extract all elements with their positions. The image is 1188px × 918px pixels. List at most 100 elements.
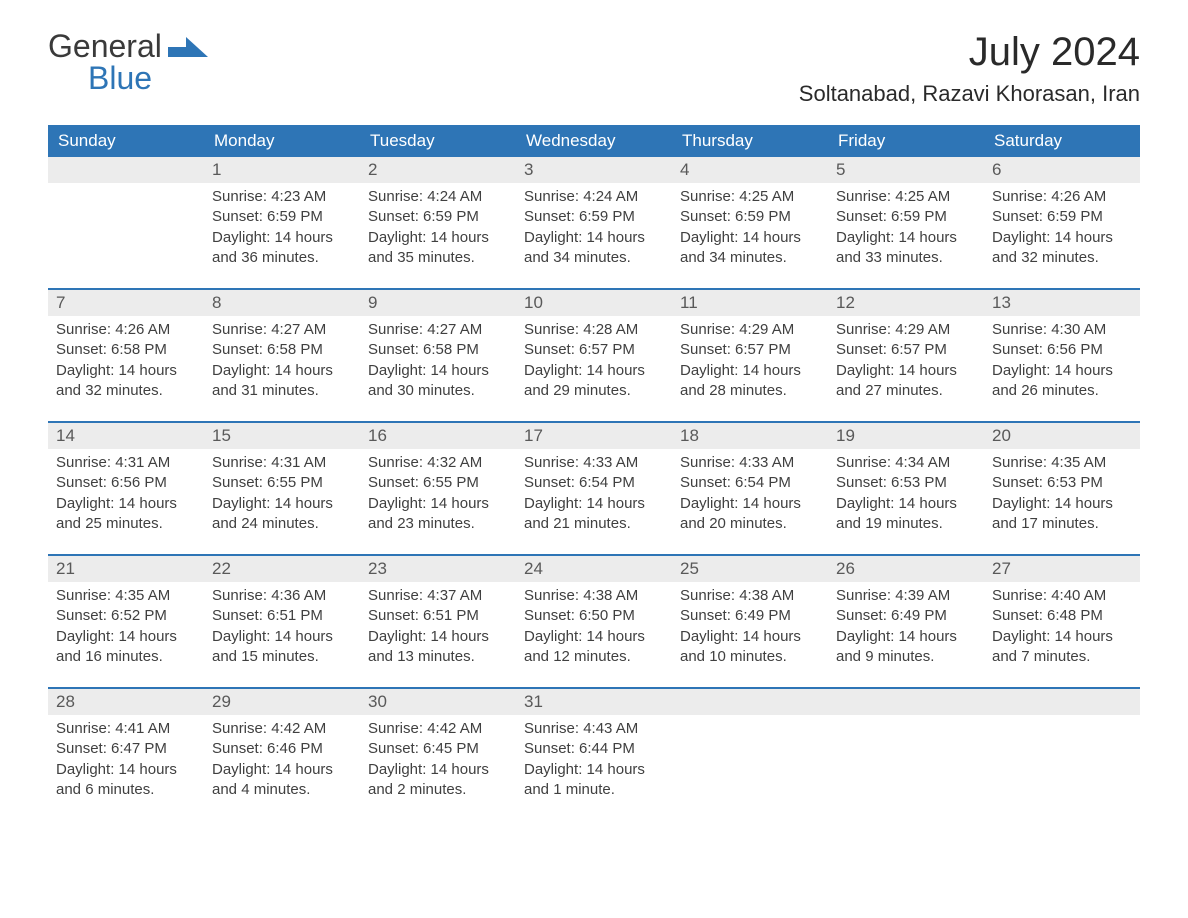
calendar-day-cell: 25Sunrise: 4:38 AMSunset: 6:49 PMDayligh…: [672, 555, 828, 688]
daylight-line: Daylight: 14 hours and 32 minutes.: [56, 361, 196, 402]
day-number: 17: [516, 423, 672, 449]
day-body: [828, 715, 984, 811]
day-number: 30: [360, 689, 516, 715]
sunrise-line: Sunrise: 4:34 AM: [836, 453, 976, 473]
day-number: 7: [48, 290, 204, 316]
sunset-line: Sunset: 6:57 PM: [524, 340, 664, 360]
day-body: [984, 715, 1140, 811]
calendar-day-cell: 31Sunrise: 4:43 AMSunset: 6:44 PMDayligh…: [516, 688, 672, 820]
sunrise-line: Sunrise: 4:25 AM: [836, 187, 976, 207]
day-body: Sunrise: 4:36 AMSunset: 6:51 PMDaylight:…: [204, 582, 360, 687]
day-header: Monday: [204, 125, 360, 157]
sunset-line: Sunset: 6:50 PM: [524, 606, 664, 626]
day-header: Sunday: [48, 125, 204, 157]
day-header: Saturday: [984, 125, 1140, 157]
sunset-line: Sunset: 6:57 PM: [836, 340, 976, 360]
day-body: Sunrise: 4:24 AMSunset: 6:59 PMDaylight:…: [516, 183, 672, 288]
calendar-day-cell: 5Sunrise: 4:25 AMSunset: 6:59 PMDaylight…: [828, 157, 984, 289]
sunset-line: Sunset: 6:58 PM: [368, 340, 508, 360]
sunrise-line: Sunrise: 4:35 AM: [992, 453, 1132, 473]
day-number: 28: [48, 689, 204, 715]
day-body: Sunrise: 4:29 AMSunset: 6:57 PMDaylight:…: [672, 316, 828, 421]
calendar-day-cell: 19Sunrise: 4:34 AMSunset: 6:53 PMDayligh…: [828, 422, 984, 555]
day-number: 11: [672, 290, 828, 316]
sunset-line: Sunset: 6:53 PM: [992, 473, 1132, 493]
day-body: Sunrise: 4:34 AMSunset: 6:53 PMDaylight:…: [828, 449, 984, 554]
title-block: July 2024 Soltanabad, Razavi Khorasan, I…: [799, 30, 1140, 107]
day-body: Sunrise: 4:41 AMSunset: 6:47 PMDaylight:…: [48, 715, 204, 820]
sunset-line: Sunset: 6:51 PM: [368, 606, 508, 626]
sunrise-line: Sunrise: 4:31 AM: [212, 453, 352, 473]
daylight-line: Daylight: 14 hours and 29 minutes.: [524, 361, 664, 402]
day-number: 29: [204, 689, 360, 715]
day-header: Friday: [828, 125, 984, 157]
day-header: Thursday: [672, 125, 828, 157]
daylight-line: Daylight: 14 hours and 9 minutes.: [836, 627, 976, 668]
daylight-line: Daylight: 14 hours and 34 minutes.: [524, 228, 664, 269]
page-header: General Blue July 2024 Soltanabad, Razav…: [48, 30, 1140, 107]
day-body: Sunrise: 4:33 AMSunset: 6:54 PMDaylight:…: [672, 449, 828, 554]
day-number: 18: [672, 423, 828, 449]
day-body: Sunrise: 4:38 AMSunset: 6:50 PMDaylight:…: [516, 582, 672, 687]
daylight-line: Daylight: 14 hours and 2 minutes.: [368, 760, 508, 801]
sunset-line: Sunset: 6:46 PM: [212, 739, 352, 759]
calendar-day-cell: 6Sunrise: 4:26 AMSunset: 6:59 PMDaylight…: [984, 157, 1140, 289]
daylight-line: Daylight: 14 hours and 23 minutes.: [368, 494, 508, 535]
day-body: Sunrise: 4:28 AMSunset: 6:57 PMDaylight:…: [516, 316, 672, 421]
daylight-line: Daylight: 14 hours and 33 minutes.: [836, 228, 976, 269]
calendar-day-cell: [48, 157, 204, 289]
location-subtitle: Soltanabad, Razavi Khorasan, Iran: [799, 81, 1140, 107]
month-title: July 2024: [799, 30, 1140, 75]
calendar-day-cell: 27Sunrise: 4:40 AMSunset: 6:48 PMDayligh…: [984, 555, 1140, 688]
calendar-day-cell: 24Sunrise: 4:38 AMSunset: 6:50 PMDayligh…: [516, 555, 672, 688]
calendar-week-row: 21Sunrise: 4:35 AMSunset: 6:52 PMDayligh…: [48, 555, 1140, 688]
day-body: Sunrise: 4:24 AMSunset: 6:59 PMDaylight:…: [360, 183, 516, 288]
day-number: 19: [828, 423, 984, 449]
day-body: Sunrise: 4:23 AMSunset: 6:59 PMDaylight:…: [204, 183, 360, 288]
calendar-day-cell: 14Sunrise: 4:31 AMSunset: 6:56 PMDayligh…: [48, 422, 204, 555]
calendar-week-row: 14Sunrise: 4:31 AMSunset: 6:56 PMDayligh…: [48, 422, 1140, 555]
day-body: Sunrise: 4:39 AMSunset: 6:49 PMDaylight:…: [828, 582, 984, 687]
calendar-day-cell: 3Sunrise: 4:24 AMSunset: 6:59 PMDaylight…: [516, 157, 672, 289]
calendar-day-cell: 17Sunrise: 4:33 AMSunset: 6:54 PMDayligh…: [516, 422, 672, 555]
daylight-line: Daylight: 14 hours and 34 minutes.: [680, 228, 820, 269]
day-body: Sunrise: 4:42 AMSunset: 6:46 PMDaylight:…: [204, 715, 360, 820]
day-number: 14: [48, 423, 204, 449]
sunrise-line: Sunrise: 4:25 AM: [680, 187, 820, 207]
sunset-line: Sunset: 6:59 PM: [212, 207, 352, 227]
sunset-line: Sunset: 6:54 PM: [524, 473, 664, 493]
calendar-day-cell: 12Sunrise: 4:29 AMSunset: 6:57 PMDayligh…: [828, 289, 984, 422]
day-number: 10: [516, 290, 672, 316]
sunset-line: Sunset: 6:52 PM: [56, 606, 196, 626]
day-number: [672, 689, 828, 715]
daylight-line: Daylight: 14 hours and 21 minutes.: [524, 494, 664, 535]
calendar-table: SundayMondayTuesdayWednesdayThursdayFrid…: [48, 125, 1140, 820]
daylight-line: Daylight: 14 hours and 20 minutes.: [680, 494, 820, 535]
calendar-day-cell: 13Sunrise: 4:30 AMSunset: 6:56 PMDayligh…: [984, 289, 1140, 422]
daylight-line: Daylight: 14 hours and 13 minutes.: [368, 627, 508, 668]
day-number: [984, 689, 1140, 715]
logo: General Blue: [48, 30, 210, 94]
day-number: 12: [828, 290, 984, 316]
sunrise-line: Sunrise: 4:24 AM: [524, 187, 664, 207]
daylight-line: Daylight: 14 hours and 32 minutes.: [992, 228, 1132, 269]
day-number: 5: [828, 157, 984, 183]
daylight-line: Daylight: 14 hours and 28 minutes.: [680, 361, 820, 402]
day-number: 3: [516, 157, 672, 183]
day-number: 25: [672, 556, 828, 582]
sunrise-line: Sunrise: 4:35 AM: [56, 586, 196, 606]
sunrise-line: Sunrise: 4:24 AM: [368, 187, 508, 207]
logo-word-2: Blue: [48, 62, 210, 94]
logo-flag-icon: [168, 30, 210, 62]
sunrise-line: Sunrise: 4:37 AM: [368, 586, 508, 606]
sunset-line: Sunset: 6:49 PM: [836, 606, 976, 626]
logo-word-1: General: [48, 30, 162, 62]
daylight-line: Daylight: 14 hours and 1 minute.: [524, 760, 664, 801]
sunrise-line: Sunrise: 4:31 AM: [56, 453, 196, 473]
sunrise-line: Sunrise: 4:30 AM: [992, 320, 1132, 340]
day-number: 24: [516, 556, 672, 582]
sunrise-line: Sunrise: 4:40 AM: [992, 586, 1132, 606]
sunrise-line: Sunrise: 4:38 AM: [524, 586, 664, 606]
day-number: 16: [360, 423, 516, 449]
sunset-line: Sunset: 6:57 PM: [680, 340, 820, 360]
